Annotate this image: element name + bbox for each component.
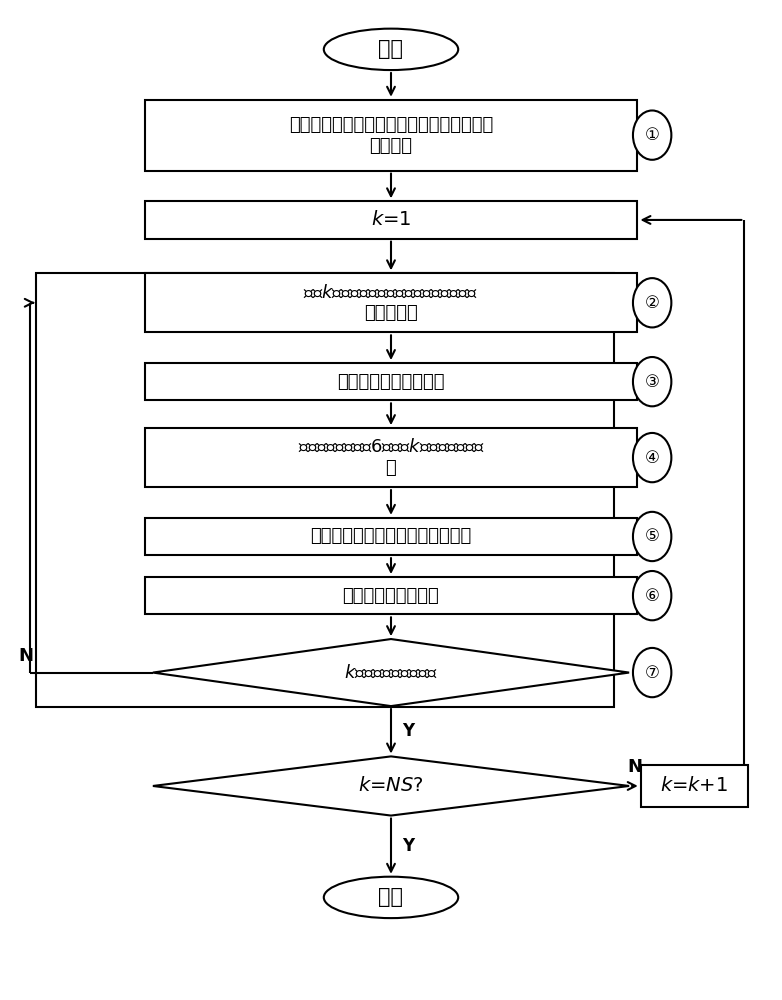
Text: $k$=1: $k$=1 [371,210,411,229]
Text: N: N [19,647,34,665]
Bar [145,428,637,487]
Bar [145,363,637,400]
Ellipse shape [324,29,458,70]
Text: 回代计算各节点电压: 回代计算各节点电压 [343,587,439,605]
Text: 读取$k$时段配网结构、根节点电压及节点负
荷预报数据: 读取$k$时段配网结构、根节点电压及节点负 荷预报数据 [303,283,479,322]
Circle shape [633,357,672,406]
Text: 结束: 结束 [378,887,404,907]
Text: ④: ④ [644,449,659,467]
Text: N: N [627,758,642,776]
Bar [145,577,637,614]
Ellipse shape [324,877,458,918]
Text: ②: ② [644,294,659,312]
Polygon shape [153,639,629,706]
Text: ①: ① [644,126,659,144]
Bar [145,273,637,332]
Bar [145,518,637,555]
Circle shape [633,512,672,561]
Text: ⑤: ⑤ [644,527,659,545]
Text: 求解线性方程组（6）获得$k$时段电缆各层温
度: 求解线性方程组（6）获得$k$时段电缆各层温 度 [298,438,484,477]
Polygon shape [153,756,629,816]
Text: ⑥: ⑥ [644,587,659,605]
Text: Y: Y [403,722,414,740]
Bar [145,100,637,171]
Circle shape [633,571,672,620]
Text: ③: ③ [644,373,659,391]
Circle shape [633,278,672,327]
Bar [640,765,748,807]
Text: 根据导体温度更新线路相阻抗矩阵: 根据导体温度更新线路相阻抗矩阵 [310,527,472,545]
Text: ⑦: ⑦ [644,664,659,682]
Text: 前推计算求各支路电流: 前推计算求各支路电流 [337,373,445,391]
Bar [36,273,614,707]
Circle shape [633,648,672,697]
Text: $k$=$NS$?: $k$=$NS$? [358,776,424,795]
Text: $k$时段潮流是否收敛？: $k$时段潮流是否收敛？ [344,664,438,682]
Text: $k$=$k$+1: $k$=$k$+1 [661,776,728,795]
Text: 读取配电网结构，计算网络参数及电网初始
运行状态: 读取配电网结构，计算网络参数及电网初始 运行状态 [289,116,493,155]
Text: 开始: 开始 [378,39,404,59]
Text: Y: Y [403,837,414,855]
Circle shape [633,110,672,160]
Circle shape [633,433,672,482]
Bar [145,201,637,239]
